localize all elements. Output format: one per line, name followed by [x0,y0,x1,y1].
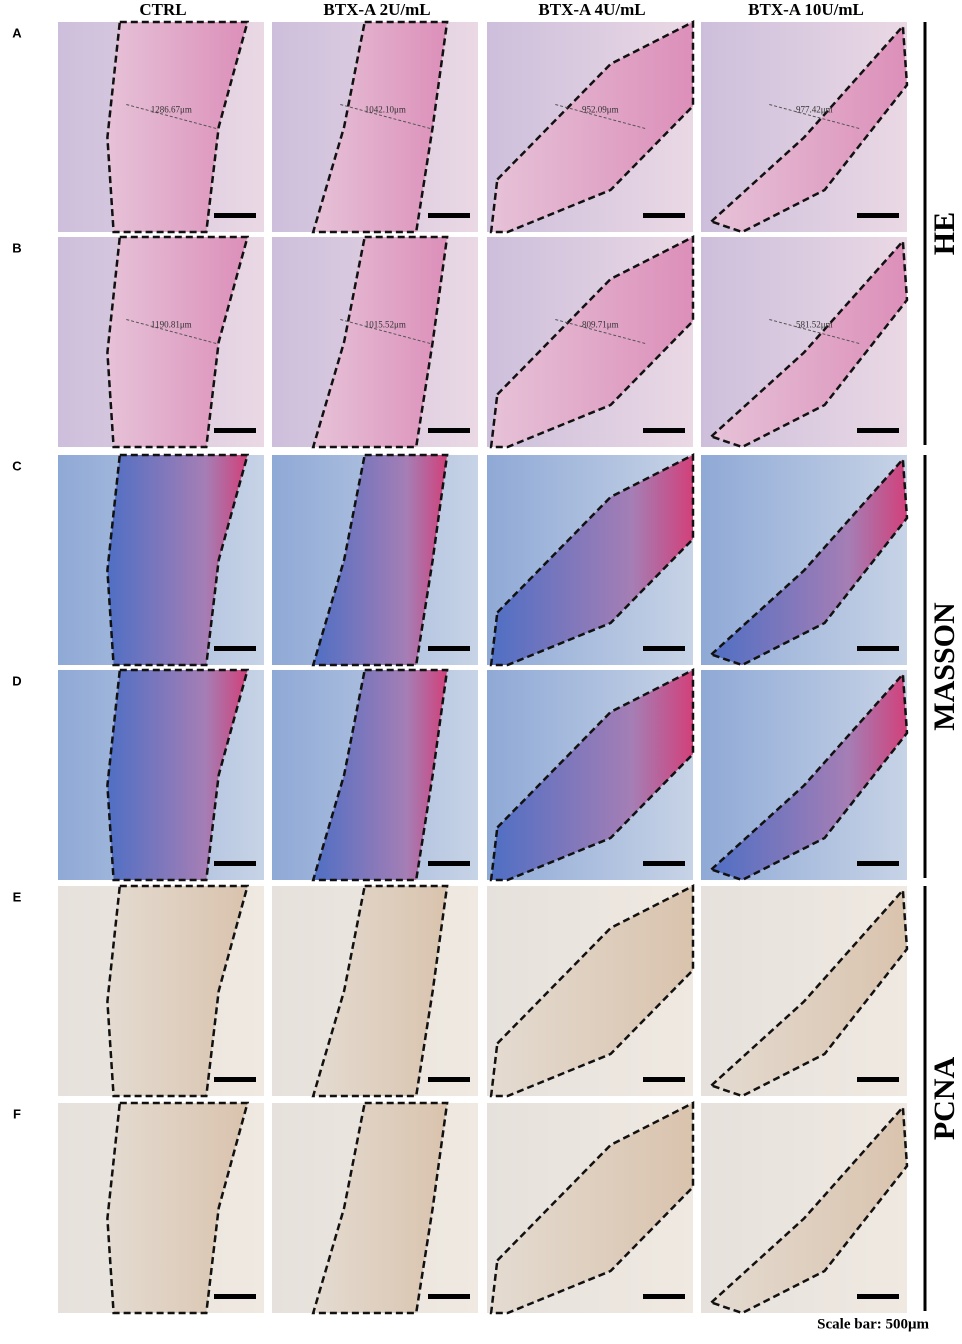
column-header: BTX-A 4U/mL [538,0,645,19]
region-outline [489,1100,695,1315]
scale-bar [428,1294,470,1299]
region-outline [106,884,250,1098]
scale-bar [643,861,685,866]
scale-bar [214,1294,256,1299]
scale-bar [857,213,899,218]
measure-line [555,104,646,129]
scale-bar [214,213,256,218]
region-outline [106,1101,250,1315]
measure-line [126,104,217,129]
scale-bar [428,646,470,651]
scale-bar [857,861,899,866]
row-label: C [12,458,22,473]
region-outline [106,20,250,234]
scale-bar [643,1077,685,1082]
scale-bar [643,428,685,433]
scale-bar [428,1077,470,1082]
region-outline [708,887,909,1098]
scale-bar [428,861,470,866]
scale-bar [214,1077,256,1082]
region-outline [708,456,909,667]
region-outline [311,235,449,449]
region-outline [106,453,250,667]
column-header: BTX-A 2U/mL [323,0,430,19]
measurement: 977.42μm [796,105,833,115]
scale-bar [857,646,899,651]
region-outline [708,238,909,449]
column-header: BTX-A 10U/mL [748,0,864,19]
region-outline [489,234,695,449]
scale-bar [643,1294,685,1299]
row-label: F [13,1106,21,1121]
row-label: A [12,25,22,40]
region-outline [489,452,695,667]
region-outline [708,23,909,234]
scale-bar [428,213,470,218]
scale-bar [214,861,256,866]
scale-bar-label: Scale bar: 500μm [817,1316,929,1332]
measurement: 1286.67μm [151,105,192,115]
stain-label: HE [928,212,961,255]
column-header: CTRL [139,0,186,19]
measurement: 809.71μm [582,320,619,330]
measurement: 952.09μm [582,105,619,115]
measure-line [126,319,217,344]
region-outline [106,235,250,449]
region-outline [708,671,909,882]
scale-bar [857,1077,899,1082]
scale-bar [643,646,685,651]
region-outline [489,667,695,882]
measurement: 1190.81μm [151,320,192,330]
measure-line [769,319,860,344]
scale-bar [857,1294,899,1299]
measurement: 1042.10μm [365,105,406,115]
row-label: D [12,673,21,688]
region-outline [311,453,449,667]
region-outline [106,668,250,882]
region-outline [311,20,449,234]
scale-bar [857,428,899,433]
region-outline [489,883,695,1098]
stain-label: MASSON [928,602,961,731]
measure-line [769,104,860,129]
scale-bar [214,428,256,433]
row-label: E [13,889,22,904]
region-outline [311,668,449,882]
measurement: 1015.52μm [365,320,406,330]
region-outline [708,1104,909,1315]
scale-bar [428,428,470,433]
measurement: 581.52μm [796,320,833,330]
measure-line [340,319,431,344]
measure-line [555,319,646,344]
region-outline [489,19,695,234]
row-label: B [12,240,21,255]
stain-label: PCNA [928,1057,961,1141]
scale-bar [643,213,685,218]
region-outline [311,1101,449,1315]
measure-line [340,104,431,129]
scale-bar [214,646,256,651]
region-outline [311,884,449,1098]
